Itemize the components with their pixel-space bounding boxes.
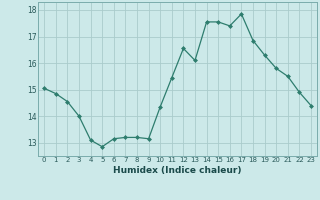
X-axis label: Humidex (Indice chaleur): Humidex (Indice chaleur): [113, 166, 242, 175]
